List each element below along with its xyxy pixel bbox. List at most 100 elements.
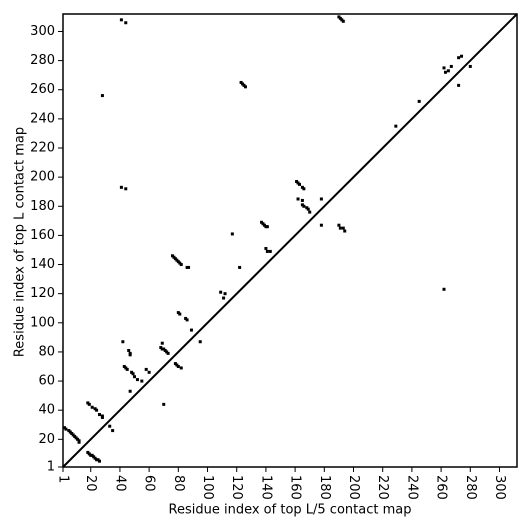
point: [97, 459, 101, 463]
point: [187, 265, 191, 269]
point: [100, 94, 104, 98]
point: [179, 263, 183, 267]
point: [300, 198, 304, 202]
point: [87, 402, 91, 406]
y-axis-label: Residue index of top L contact map: [13, 127, 28, 357]
point: [162, 402, 166, 406]
point: [119, 18, 123, 22]
point: [460, 54, 464, 58]
x-tick-label: 20: [83, 475, 98, 492]
point: [124, 21, 128, 25]
x-tick-label: 40: [112, 475, 127, 492]
point: [64, 427, 68, 431]
point: [337, 223, 341, 227]
x-tick-label: 160: [288, 475, 303, 500]
diagonal: [62, 13, 518, 468]
x-tick-label: 300: [492, 475, 507, 500]
point: [338, 226, 342, 230]
point: [302, 187, 306, 191]
point: [297, 182, 301, 186]
point: [121, 340, 125, 344]
point: [306, 207, 310, 211]
point: [189, 328, 193, 332]
point: [147, 370, 151, 374]
y-tick-label: 200: [30, 170, 55, 185]
y-tick-label: 40: [38, 403, 55, 418]
point: [125, 367, 129, 371]
point: [131, 372, 135, 376]
point: [77, 440, 81, 444]
y-tick-label: 260: [30, 82, 55, 97]
point: [457, 56, 461, 60]
point: [160, 341, 164, 345]
y-tick-label: 180: [30, 199, 55, 214]
y-tick-label: 80: [38, 344, 55, 359]
x-tick-label: 180: [317, 475, 332, 500]
point: [119, 185, 123, 189]
point: [443, 70, 447, 74]
point: [100, 415, 104, 419]
point: [128, 389, 132, 393]
y-tick-label: 220: [30, 141, 55, 156]
point: [319, 223, 323, 227]
point: [265, 249, 269, 253]
point: [394, 124, 398, 128]
point: [268, 249, 272, 253]
point: [97, 413, 101, 417]
point: [238, 265, 242, 269]
point: [222, 296, 226, 300]
point: [446, 69, 450, 73]
point: [219, 290, 223, 294]
point: [341, 19, 345, 23]
point: [178, 312, 182, 316]
point: [127, 348, 131, 352]
point: [124, 187, 128, 191]
y-tick-label: 300: [30, 24, 55, 39]
point: [265, 225, 269, 229]
point: [135, 378, 139, 382]
x-tick-label: 120: [229, 475, 244, 500]
x-axis-label: Residue index of top L/5 contact map: [169, 503, 412, 518]
x-tick-label: 100: [200, 475, 215, 500]
y-tick-label: 140: [30, 257, 55, 272]
point: [341, 226, 345, 230]
point: [230, 232, 234, 236]
point: [243, 85, 247, 89]
x-tick-label: 60: [142, 475, 157, 492]
point: [128, 353, 132, 357]
point: [442, 287, 446, 291]
point: [296, 197, 300, 201]
x-tick-label: 240: [404, 475, 419, 500]
point: [198, 340, 202, 344]
x-tick-label: 280: [463, 475, 478, 500]
point: [185, 318, 189, 322]
y-tick-label: 1: [47, 460, 55, 475]
y-tick-label: 100: [30, 315, 55, 330]
x-tick-label: 200: [346, 475, 361, 500]
point: [144, 367, 148, 371]
y-tick-label: 280: [30, 53, 55, 68]
point: [133, 375, 137, 379]
point: [449, 64, 453, 68]
y-tick-label: 240: [30, 111, 55, 126]
point: [264, 247, 268, 251]
x-tick-label: 1: [56, 475, 71, 483]
x-tick-label: 220: [375, 475, 390, 500]
y-tick-label: 20: [38, 432, 55, 447]
point: [166, 351, 170, 355]
y-tick-label: 160: [30, 228, 55, 243]
point: [302, 204, 306, 208]
y-tick-label: 120: [30, 286, 55, 301]
point: [108, 424, 112, 428]
x-tick-label: 80: [171, 475, 186, 492]
point: [343, 229, 347, 233]
point: [90, 405, 94, 409]
plot-frame: [62, 13, 518, 468]
point: [457, 83, 461, 87]
point: [319, 197, 323, 201]
y-tick-label: 60: [38, 374, 55, 389]
point: [111, 429, 115, 433]
point: [179, 366, 183, 370]
point: [417, 99, 421, 103]
